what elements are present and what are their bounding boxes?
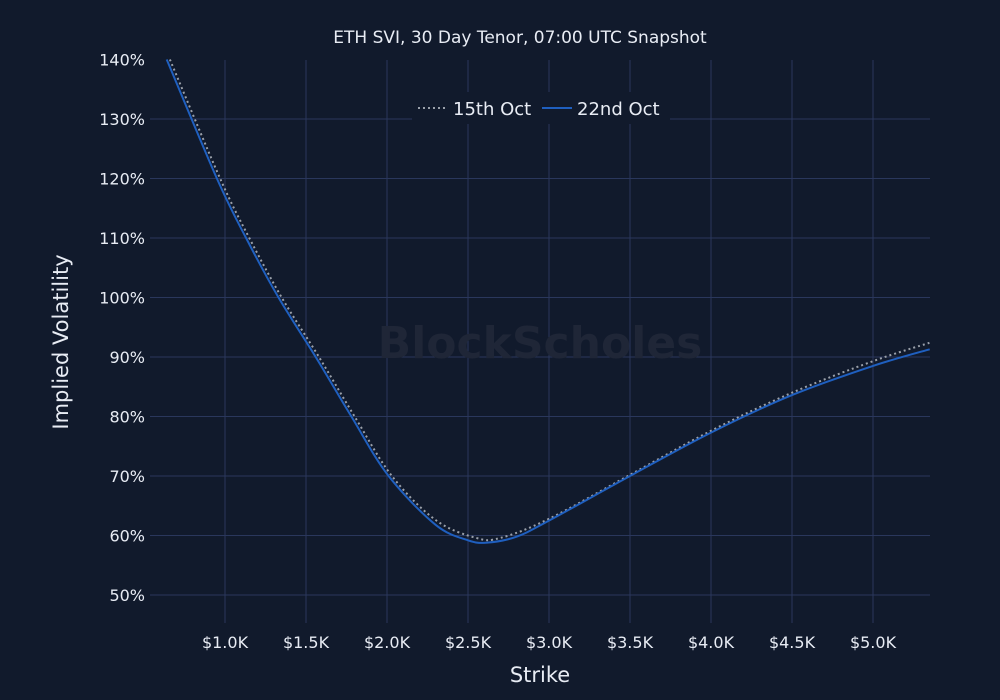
x-tick-label: $5.0K <box>850 633 897 652</box>
y-axis-label: Implied Volatility <box>49 254 73 429</box>
x-axis-label: Strike <box>510 663 570 687</box>
series-lines <box>165 59 931 544</box>
x-tick-label: $3.0K <box>526 633 573 652</box>
legend-label: 15th Oct <box>453 99 531 120</box>
y-tick-label: 80% <box>109 408 145 427</box>
x-tick-label: $1.5K <box>283 633 330 652</box>
y-tick-label: 120% <box>99 170 145 189</box>
y-tick-label: 100% <box>99 289 145 308</box>
y-gridlines <box>150 118 930 596</box>
x-tick-label: $4.5K <box>769 633 816 652</box>
y-axis-ticks: 50% 60% 70% 80% 90% 100% 110% 120% 130% 140% <box>99 51 145 606</box>
legend-item-15th-oct[interactable]: 15th Oct <box>418 99 531 120</box>
x-tick-label: $1.0K <box>202 633 249 652</box>
legend: 15th Oct 22nd Oct <box>412 92 670 124</box>
x-tick-label: $2.0K <box>364 633 411 652</box>
y-tick-label: 110% <box>99 229 145 248</box>
y-tick-label: 70% <box>109 467 145 486</box>
series-line-22nd-oct <box>165 59 930 544</box>
x-tick-label: $4.0K <box>688 633 735 652</box>
watermark: BlockScholes <box>378 318 703 369</box>
y-tick-label: 50% <box>109 586 145 605</box>
x-tick-label: $3.5K <box>607 633 654 652</box>
x-axis-ticks: $1.0K $1.5K $2.0K $2.5K $3.0K $3.5K $4.0K $4.5K… <box>202 633 897 652</box>
legend-label: 22nd Oct <box>577 99 660 120</box>
chart-title: ETH SVI, 30 Day Tenor, 07:00 UTC Snapsho… <box>333 28 707 48</box>
y-tick-label: 90% <box>109 348 145 367</box>
legend-item-22nd-oct[interactable]: 22nd Oct <box>542 99 660 120</box>
y-tick-label: 130% <box>99 110 145 129</box>
y-tick-label: 140% <box>99 51 145 70</box>
y-tick-label: 60% <box>109 527 145 546</box>
legend-background <box>412 92 670 124</box>
x-tick-label: $2.5K <box>445 633 492 652</box>
series-line-15th-oct <box>168 59 931 542</box>
